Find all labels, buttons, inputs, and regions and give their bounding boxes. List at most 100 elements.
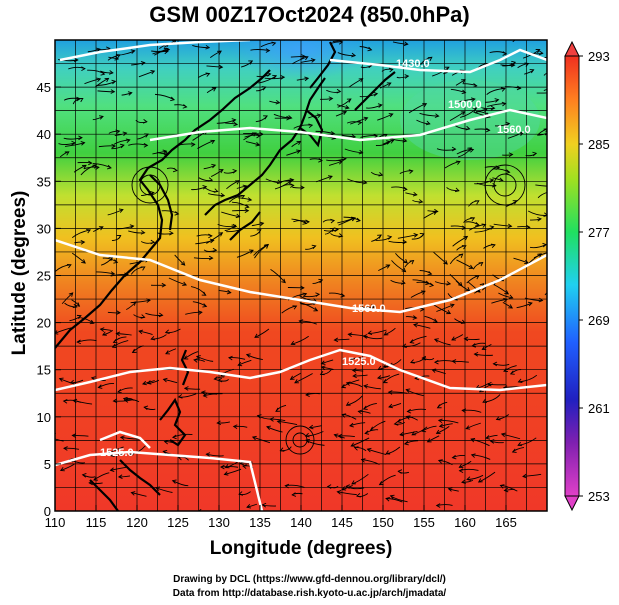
streamline-arrow bbox=[366, 447, 372, 453]
streamline-arrow bbox=[140, 60, 146, 66]
streamline-arrow bbox=[465, 125, 471, 131]
streamline bbox=[73, 164, 87, 173]
streamline bbox=[518, 437, 537, 446]
streamline-arrow bbox=[427, 270, 433, 276]
streamline bbox=[320, 97, 333, 100]
contour-label: 1500.0 bbox=[448, 99, 482, 111]
streamline bbox=[341, 134, 356, 138]
streamline-arrow bbox=[388, 113, 394, 118]
streamline bbox=[72, 435, 89, 437]
streamline bbox=[456, 259, 473, 269]
streamline-arrow bbox=[490, 243, 496, 249]
streamline-arrow bbox=[511, 448, 517, 453]
streamline-arrow bbox=[400, 280, 406, 285]
streamline-arrow bbox=[218, 232, 224, 237]
streamline bbox=[384, 327, 396, 336]
colorbar-min-arrow bbox=[564, 495, 580, 512]
streamline-arrow bbox=[389, 494, 395, 500]
x-tick-label: 145 bbox=[331, 515, 353, 530]
streamline bbox=[436, 426, 450, 434]
streamline-arrow bbox=[537, 216, 542, 222]
streamline bbox=[113, 139, 130, 145]
streamline-arrow bbox=[76, 96, 81, 102]
streamline-arrow bbox=[308, 424, 314, 430]
streamline bbox=[433, 251, 448, 265]
streamline-arrow bbox=[401, 267, 407, 273]
streamline bbox=[537, 191, 547, 199]
y-tick-label: 10 bbox=[37, 410, 51, 425]
streamline-arrow bbox=[237, 361, 243, 367]
streamline bbox=[97, 90, 115, 93]
streamline bbox=[130, 299, 151, 304]
streamline bbox=[152, 150, 167, 155]
streamline-arrow bbox=[218, 64, 224, 70]
streamline-arrow bbox=[162, 377, 168, 383]
streamline-arrow bbox=[345, 381, 351, 386]
streamline-arrow bbox=[349, 357, 354, 363]
streamline-arrow bbox=[403, 258, 408, 264]
streamline-arrow bbox=[305, 219, 310, 225]
streamline-arrow bbox=[209, 238, 215, 244]
streamline-arrow bbox=[249, 249, 254, 254]
streamline-arrow bbox=[351, 52, 357, 58]
streamline-arrow bbox=[99, 327, 105, 332]
streamline-arrow bbox=[519, 131, 525, 136]
streamline bbox=[543, 72, 547, 76]
streamline bbox=[77, 339, 97, 343]
streamline bbox=[58, 142, 76, 145]
streamline-arrow bbox=[345, 401, 351, 406]
streamline-arrow bbox=[393, 421, 399, 426]
streamline-arrow bbox=[412, 315, 418, 320]
streamline bbox=[71, 229, 91, 239]
streamline bbox=[98, 382, 115, 388]
streamline-arrow bbox=[500, 432, 506, 438]
streamline-arrow bbox=[202, 393, 208, 398]
streamline bbox=[184, 351, 199, 360]
streamline-arrow bbox=[216, 420, 222, 426]
streamline-arrow bbox=[347, 332, 353, 338]
streamline-arrow bbox=[477, 478, 483, 483]
streamline bbox=[107, 311, 121, 314]
streamline bbox=[471, 454, 491, 460]
streamline-arrow bbox=[402, 186, 408, 192]
streamline bbox=[413, 324, 431, 329]
streamline-arrow bbox=[404, 74, 410, 79]
streamline bbox=[328, 160, 343, 166]
streamline bbox=[464, 338, 480, 341]
streamline-arrow bbox=[55, 330, 59, 335]
streamline bbox=[493, 284, 509, 295]
streamline-arrow bbox=[205, 452, 211, 457]
streamline bbox=[507, 132, 524, 139]
streamline-arrow bbox=[232, 424, 238, 429]
streamline bbox=[377, 113, 393, 121]
streamline bbox=[421, 425, 437, 432]
streamline bbox=[290, 55, 306, 58]
streamline-arrow bbox=[542, 242, 547, 248]
streamline bbox=[195, 239, 214, 245]
streamline bbox=[107, 209, 124, 216]
streamline-arrow bbox=[500, 87, 506, 92]
streamline-arrow bbox=[81, 259, 86, 264]
streamline-arrow bbox=[200, 390, 206, 395]
streamline-arrow bbox=[304, 76, 310, 82]
streamline-arrow bbox=[202, 185, 208, 190]
streamline bbox=[346, 382, 363, 388]
streamline-arrow bbox=[451, 359, 457, 364]
credit-drawing: Drawing by DCL (https://www.gfd-dennou.o… bbox=[173, 574, 446, 585]
streamline-arrow bbox=[242, 464, 247, 469]
streamline bbox=[220, 466, 239, 468]
streamline-arrow bbox=[146, 380, 152, 385]
streamline-arrow bbox=[96, 47, 101, 53]
streamline bbox=[96, 80, 116, 86]
y-tick-label: 45 bbox=[37, 80, 51, 95]
streamline bbox=[478, 471, 496, 483]
streamline-arrow bbox=[552, 128, 556, 132]
streamline-arrow bbox=[349, 422, 354, 428]
colorbar-max-arrow bbox=[564, 40, 580, 57]
streamline-arrow bbox=[399, 431, 405, 437]
streamline-arrow bbox=[62, 398, 68, 404]
streamline-arrow bbox=[413, 233, 419, 238]
streamline-arrow bbox=[140, 314, 146, 319]
streamline bbox=[336, 104, 349, 109]
streamline-arrow bbox=[109, 467, 115, 472]
